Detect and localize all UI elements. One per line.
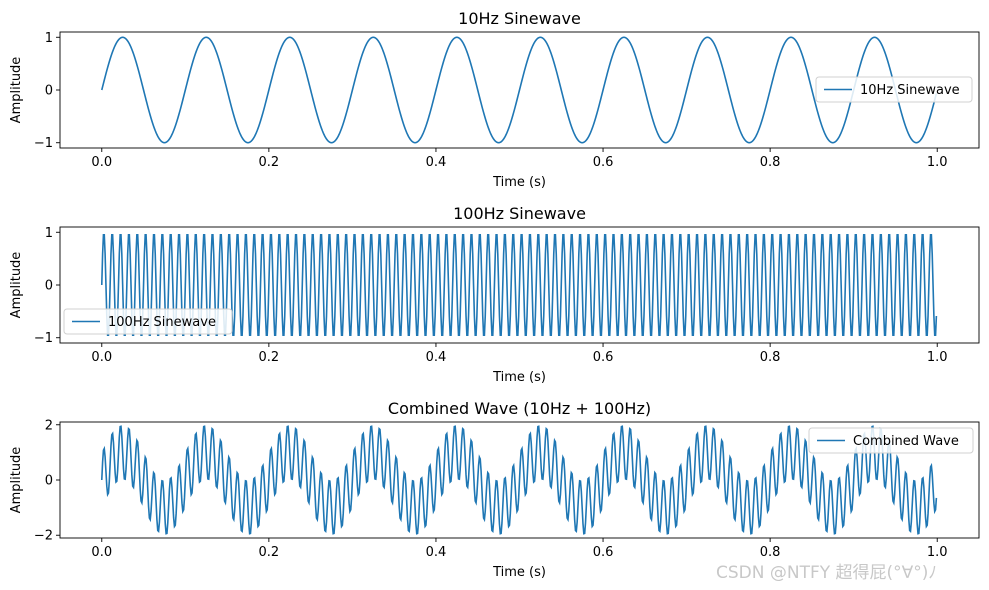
legend: 100Hz Sinewave [63, 308, 233, 335]
legend-label: 10Hz Sinewave [860, 83, 960, 98]
y-tick-label: 1 [45, 31, 53, 46]
series-line-1 [100, 425, 938, 535]
chart-title: Combined Wave (10Hz + 100Hz) [388, 399, 651, 418]
series-line-1 [100, 234, 938, 336]
series-line-1 [100, 36, 938, 144]
x-tick-label: 0.6 [593, 350, 614, 365]
legend-label: Combined Wave [853, 434, 959, 449]
y-axis-label: Amplitude [9, 447, 24, 514]
x-tick-label: 1.0 [927, 350, 948, 365]
y-tick-label: 1 [45, 226, 53, 241]
x-tick-label: 0.6 [593, 155, 614, 170]
y-tick-label: 0 [45, 279, 53, 294]
x-axis-label: Time (s) [492, 565, 546, 580]
x-tick-label: 0.0 [91, 350, 112, 365]
x-axis-label: Time (s) [492, 175, 546, 190]
chart-title: 10Hz Sinewave [458, 9, 581, 28]
subplot-2: 0.0 0.2 0.4 0.6 0.8 1.0 −1 0 1 100Hz Sinewave Time… [9, 204, 980, 385]
x-tick-label: 0.8 [760, 155, 781, 170]
y-tick-label: 0 [45, 84, 53, 99]
subplot-1: 0.0 0.2 0.4 0.6 0.8 1.0 −1 0 1 10Hz Sinewave Time … [9, 9, 980, 190]
y-tick-label: 2 [45, 418, 53, 433]
y-tick-label: 0 [45, 474, 53, 489]
x-tick-label: 0.4 [426, 350, 447, 365]
x-tick-label: 0.0 [91, 545, 112, 560]
y-axis-label: Amplitude [9, 57, 24, 124]
x-tick-label: 1.0 [927, 545, 948, 560]
x-tick-label: 0.6 [593, 545, 614, 560]
subplot-3: 0.0 0.2 0.4 0.6 0.8 1.0 −2 0 2 Combined Wave (10H… [9, 399, 980, 580]
x-tick-label: 0.8 [760, 350, 781, 365]
y-tick-label: −1 [34, 136, 53, 151]
x-tick-label: 0.4 [426, 545, 447, 560]
legend-label: 100Hz Sinewave [108, 315, 216, 330]
chart-title: 100Hz Sinewave [453, 204, 586, 223]
x-tick-label: 0.8 [760, 545, 781, 560]
y-tick-label: −1 [34, 331, 53, 346]
watermark-text: CSDN @NTFY 超得屁(°∀°)ﾉ [716, 563, 937, 583]
x-axis-label: Time (s) [492, 370, 546, 385]
x-tick-label: 0.2 [259, 350, 280, 365]
y-axis-label: Amplitude [9, 252, 24, 319]
x-tick-label: 0.4 [426, 155, 447, 170]
legend: Combined Wave [808, 427, 974, 454]
legend: 10Hz Sinewave [815, 76, 973, 103]
x-tick-label: 0.2 [259, 545, 280, 560]
y-tick-label: −2 [34, 529, 53, 544]
x-tick-label: 1.0 [927, 155, 948, 170]
x-tick-label: 0.2 [259, 155, 280, 170]
x-tick-label: 0.0 [91, 155, 112, 170]
